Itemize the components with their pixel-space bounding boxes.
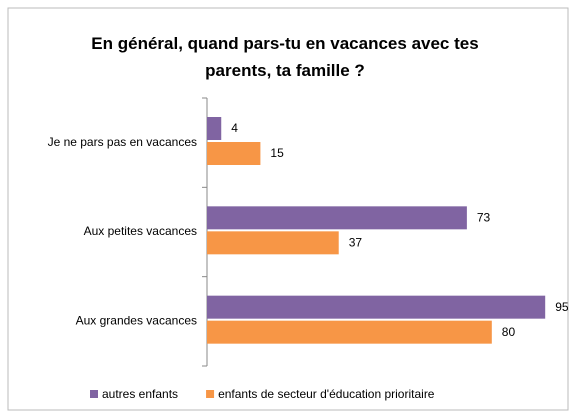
y-tick-label: Aux grandes vacances	[76, 314, 197, 328]
bar	[207, 320, 492, 344]
data-label: 37	[349, 236, 363, 250]
legend-swatch	[206, 390, 215, 398]
bar	[207, 231, 339, 255]
bar	[207, 206, 467, 230]
data-label: 15	[270, 146, 284, 160]
data-label: 73	[477, 211, 491, 225]
data-label: 4	[231, 121, 238, 135]
chart-title: En général, quand pars-tu en vacances av…	[91, 34, 479, 80]
bar	[207, 295, 546, 319]
legend-swatch	[90, 390, 98, 398]
data-label: 80	[502, 325, 516, 339]
y-tick-label: Aux petites vacances	[84, 224, 197, 238]
data-label: 95	[555, 300, 569, 314]
legend-label: autres enfants	[102, 387, 178, 401]
y-tick-label: Je ne pars pas en vacances	[48, 135, 197, 149]
chart-frame	[7, 7, 569, 411]
bar	[207, 142, 261, 165]
bar	[207, 117, 222, 140]
legend-label: enfants de secteur d'éducation prioritai…	[218, 387, 435, 401]
